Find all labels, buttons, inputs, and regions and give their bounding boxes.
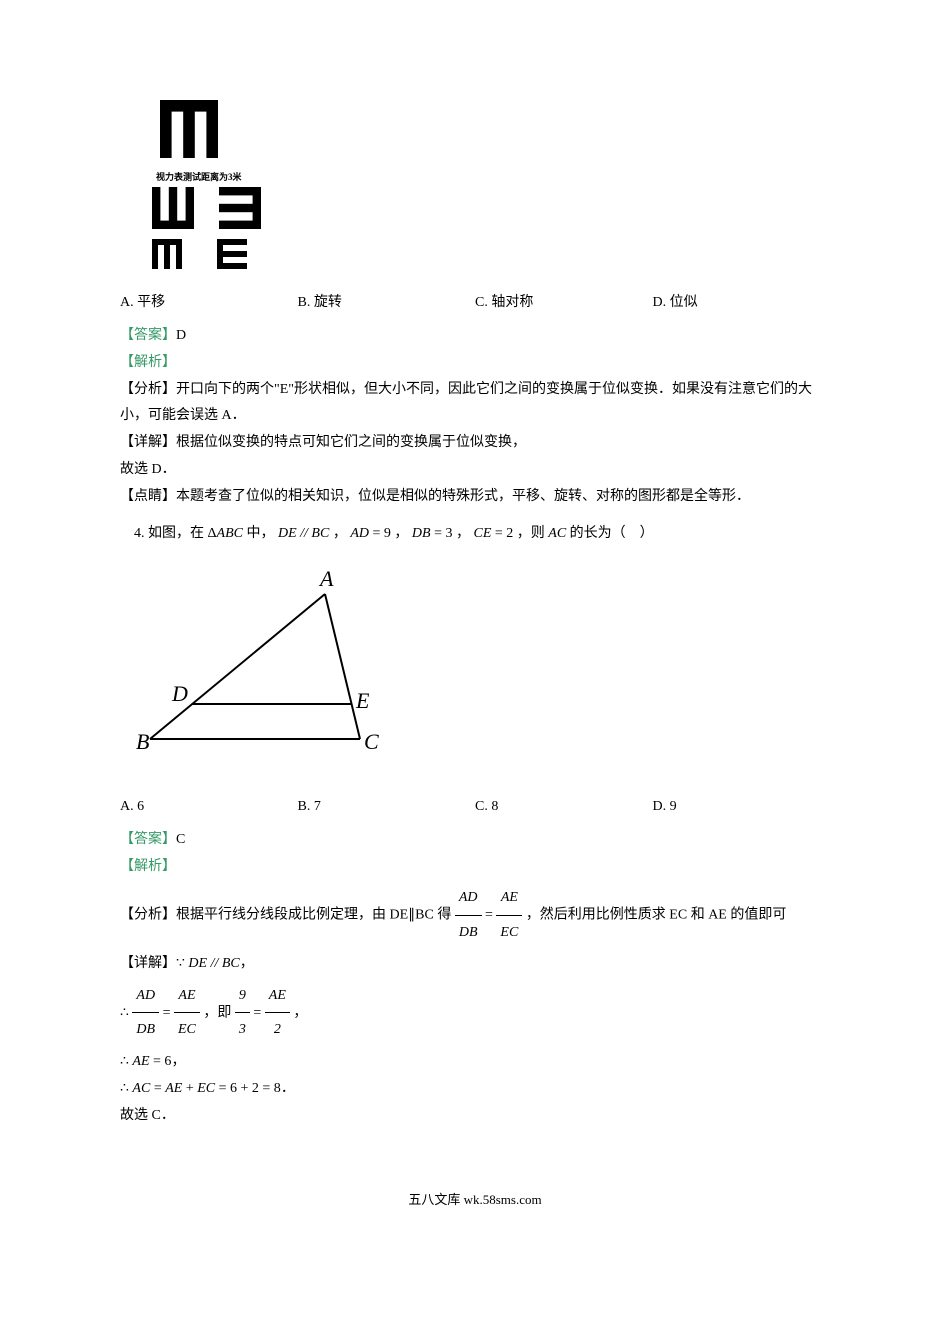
fraction-9-3: 93 [235,979,250,1047]
e-shape-right-icon [217,239,247,278]
q4-answer-value: C [176,832,185,847]
eye-chart-row-1 [160,100,830,167]
e-shape-left-icon [219,187,261,238]
q3-answer: 【答案】D [120,323,830,348]
fraction-ad-db-2: ADDB [132,979,159,1047]
analysis-label: 【解析】 [120,859,176,874]
svg-text:E: E [355,688,370,713]
page-footer: 五八文库 wk.58sms.com [120,1188,830,1211]
q3-option-a: A. 平移 [120,290,298,315]
q4-stem-mid1: 中， [246,526,274,541]
eye-chart: 视力表测试距离为3米 [120,100,830,278]
q4-stem-prefix: 4. 如图，在 [134,526,204,541]
e-shape-down-icon [152,239,182,278]
eye-chart-row-2 [152,187,830,238]
analysis-label: 【解析】 [120,355,176,370]
q4-detail-line1: 【详解】∵ DE // BC， [120,951,830,976]
q3-point: 【点睛】本题考查了位似的相关知识，位似是相似的特殊形式，平移、旋转、对称的图形都… [120,484,830,509]
q4-detail-line2: ∴ ADDB = AEEC ，即 93 = AE2 ， [120,979,830,1047]
q4-stem-end: 的长为（ ） [570,526,654,541]
q3-option-d: D. 位似 [653,290,831,315]
q4-answer: 【答案】C [120,827,830,852]
q4-analysis-label: 【解析】 [120,854,830,879]
q4-ac: AC [548,526,566,541]
q4-option-d: D. 9 [653,794,831,819]
e-shape-down-icon [160,100,218,167]
q4-ad: AD [350,526,372,541]
q4-analysis-text: 【分析】根据平行线分线段成比例定理，由 DE∥BC 得 ADDB = AEEC … [120,881,830,949]
q3-analysis-text: 【分析】开口向下的两个"E"形状相似，但大小不同，因此它们之间的变换属于位似变换… [120,377,830,427]
q4-detail-line3: ∴ AE = 6， [120,1049,830,1074]
answer-label: 【答案】 [120,328,176,343]
q4-ce: CE [473,526,494,541]
q4-option-b: B. 7 [298,794,476,819]
fraction-ae-ec-2: AEEC [174,979,200,1047]
fraction-ae-ec: AEEC [496,881,522,949]
q4-option-a: A. 6 [120,794,298,819]
q4-triangle-abc: ΔABC [208,526,243,541]
q4-detail-line4: ∴ AC = AE + EC = 6 + 2 = 8． [120,1076,830,1101]
q3-answer-value: D [176,328,186,343]
q3-option-c: C. 轴对称 [475,290,653,315]
q4-stem: 4. 如图，在 ΔABC 中， DE // BC ， AD = 9 ， DB =… [120,521,830,546]
q3-detail-text: 【详解】根据位似变换的特点可知它们之间的变换属于位似变换， [120,430,830,455]
svg-text:A: A [318,566,334,591]
q4-de-bc: DE // BC [278,526,329,541]
fraction-ad-db: ADDB [455,881,482,949]
svg-text:D: D [171,681,188,706]
e-shape-up-icon [152,187,194,238]
fraction-ae-2: AE2 [265,979,290,1047]
svg-text:C: C [364,729,379,754]
q4-options: A. 6 B. 7 C. 8 D. 9 [120,794,830,819]
q4-option-c: C. 8 [475,794,653,819]
answer-label: 【答案】 [120,832,176,847]
q3-conclusion: 故选 D． [120,457,830,482]
q3-option-b: B. 旋转 [298,290,476,315]
q3-analysis-label: 【解析】 [120,350,830,375]
q4-conclusion: 故选 C． [120,1103,830,1128]
eye-chart-row-3 [152,239,830,278]
triangle-diagram: A B C D E [120,564,830,763]
q3-options: A. 平移 B. 旋转 C. 轴对称 D. 位似 [120,290,830,315]
svg-text:B: B [136,729,149,754]
q4-db: DB [412,526,434,541]
eye-chart-caption: 视力表测试距离为3米 [156,169,830,185]
